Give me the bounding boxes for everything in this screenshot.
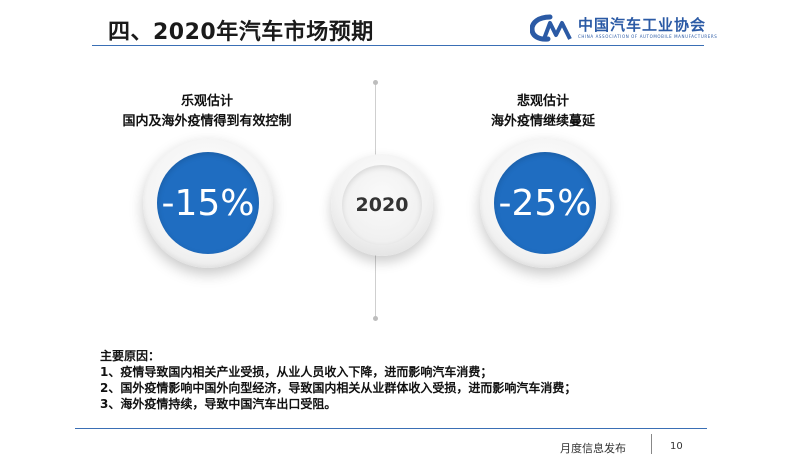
reasons-block: 主要原因： 1、疫情导致国内相关产业受损，从业人员收入下降，进而影响汽车消费； … <box>100 348 576 412</box>
reason-item: 1、疫情导致国内相关产业受损，从业人员收入下降，进而影响汽车消费； <box>100 365 493 379</box>
divider-top-dot <box>373 80 378 85</box>
year-label: 2020 <box>355 194 409 216</box>
page-number: 10 <box>670 441 683 452</box>
year-ring: 2020 <box>331 154 433 256</box>
optimistic-title: 乐观估计 国内及海外疫情得到有效控制 <box>97 92 317 132</box>
logo-subtext: CHINA ASSOCIATION OF AUTOMOBILE MANUFACT… <box>578 34 718 39</box>
footer-label: 月度信息发布 <box>560 442 626 455</box>
reason-item: 2、国外疫情影响中国外向型经济，导致国内相关从业群体收入受损，进而影响汽车消费； <box>100 381 577 395</box>
caam-logo: 中国汽车工业协会 CHINA ASSOCIATION OF AUTOMOBILE… <box>530 13 717 45</box>
pessimistic-value: -25% <box>498 182 592 224</box>
optimistic-label: 乐观估计 <box>180 94 233 109</box>
pessimistic-condition: 海外疫情继续蔓延 <box>490 114 595 129</box>
logo-text: 中国汽车工业协会 <box>578 16 707 34</box>
optimistic-condition: 国内及海外疫情得到有效控制 <box>122 114 292 129</box>
pessimistic-value-circle: -25% <box>494 152 596 254</box>
footer-separator <box>651 434 652 454</box>
footer-divider <box>75 428 707 429</box>
pessimistic-label: 悲观估计 <box>516 94 569 109</box>
optimistic-value-circle: -15% <box>157 152 259 254</box>
caam-logo-icon <box>530 14 572 42</box>
reason-item: 3、海外疫情持续，导致中国汽车出口受阻。 <box>100 397 337 411</box>
reasons-heading: 主要原因： <box>100 349 161 363</box>
pessimistic-title: 悲观估计 海外疫情继续蔓延 <box>433 92 653 132</box>
divider-bottom-dot <box>373 316 378 321</box>
year-circle: 2020 <box>342 165 422 245</box>
optimistic-value: -15% <box>161 182 255 224</box>
page-title: 四、2020年汽车市场预期 <box>108 20 374 45</box>
header-divider <box>92 45 704 46</box>
